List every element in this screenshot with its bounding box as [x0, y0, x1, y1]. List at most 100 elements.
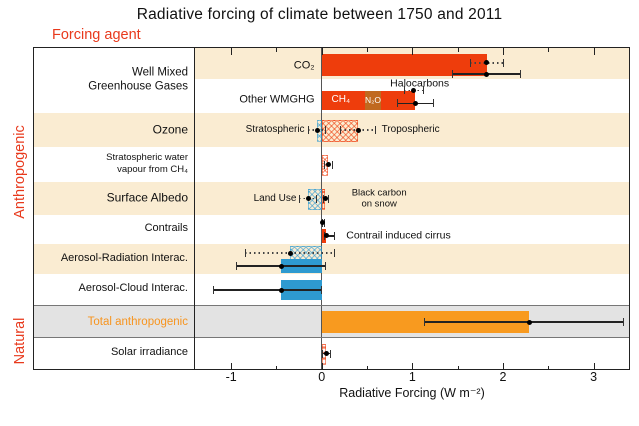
errorbar-aerosol-cloud-line	[213, 289, 322, 291]
forcing-agent-label: Forcing agent	[52, 27, 141, 43]
errorbar-other-wmghg-rf-left-cap	[404, 86, 406, 95]
tick-bottom-0.0	[321, 362, 323, 369]
band-label-col-2	[34, 147, 194, 182]
errorbar-ozone-stratospheric	[308, 126, 327, 135]
band-plot-surface-albedo	[194, 182, 629, 215]
errorbar-co2-erf-left-cap	[452, 70, 454, 79]
label-other-wmghg: Other WMGHG	[239, 93, 315, 106]
errorbar-aerosol-radiation-rf-right-cap	[334, 249, 336, 257]
band-label-col-0	[34, 48, 194, 113]
row-label-aerosol-cloud: Aerosol-Cloud Interac.	[78, 282, 188, 295]
tick-top-1.5	[457, 48, 459, 52]
tick-bottom-2.0	[503, 362, 505, 369]
errorbar-aerosol-radiation-erf-dot	[278, 263, 284, 269]
row-label-aerosol-radiation: Aerosol-Radiation Interac.	[60, 252, 188, 265]
errorbar-solar-right-cap	[329, 349, 331, 358]
tick-bottom--1.0	[231, 362, 233, 369]
band-plot-aerosol-radiation	[194, 244, 629, 274]
total-band-border-1	[34, 337, 629, 338]
errorbar-total-anthropogenic-right-cap	[622, 318, 624, 326]
chart-title: Radiative forcing of climate between 175…	[136, 6, 503, 23]
errorbar-ozone-tropospheric-dot	[355, 127, 361, 133]
band-label-col-3	[34, 182, 194, 215]
errorbar-ozone-tropospheric	[339, 126, 377, 135]
tick-top--0.5	[276, 48, 278, 52]
label-contrail-cirrus: Contrail induced cirrus	[346, 229, 451, 242]
row-label-solar-irradiance: Solar irradiance	[110, 346, 188, 359]
errorbar-black-carbon-right-cap	[328, 194, 330, 203]
errorbar-aerosol-radiation-rf-dot	[287, 250, 293, 256]
errorbar-other-wmghg-rf-dot	[410, 87, 416, 93]
band-label-col-8	[34, 338, 194, 369]
row-label-total-anthropogenic: Total anthropogenic	[87, 315, 188, 328]
tick-bottom--0.5	[276, 365, 278, 369]
errorbar-strat-water-vapour-right-cap	[331, 160, 333, 169]
errorbar-co2-rf-right-cap	[502, 58, 504, 67]
row-label-strat-water-vapour: Stratospheric water vapour from CH₄	[106, 152, 188, 175]
x-tick-label-2: 2	[499, 370, 507, 384]
row-label-surface-albedo: Surface Albedo	[106, 190, 188, 205]
row-label-ozone: Ozone	[152, 122, 188, 137]
errorbar-aerosol-cloud-right-cap	[320, 286, 322, 294]
errorbar-co2-rf-dot	[484, 60, 490, 66]
tick-top-0.5	[367, 48, 369, 52]
bar-n2o-segment	[365, 90, 381, 111]
errorbar-other-wmghg-rf	[404, 86, 425, 95]
errorbar-other-wmghg-erf-left-cap	[397, 99, 398, 108]
errorbar-co2-rf-left-cap	[469, 58, 471, 67]
errorbar-aerosol-cloud-left-cap	[213, 286, 215, 294]
band-plot-stratospheric-water-vapour	[194, 147, 629, 182]
errorbar-strat-water-vapour-dot	[325, 162, 331, 167]
band-plot-solar-irradiance	[194, 338, 629, 369]
tick-bottom-1.0	[412, 362, 414, 369]
row-label-contrails: Contrails	[144, 222, 188, 235]
errorbar-land-use-right-cap	[316, 194, 318, 203]
x-axis-title: Radiative Forcing (W m⁻²)	[339, 386, 485, 400]
band-label-col-5	[34, 244, 194, 274]
errorbar-land-use	[299, 194, 318, 203]
errorbar-aerosol-radiation-erf-right-cap	[325, 262, 327, 271]
label-black-carbon: Black carbon on snow	[351, 187, 407, 210]
label-ch4: CH₄	[331, 94, 351, 106]
plot-area: CO₂ Halocarbons CH₄ N₂O Other WMGHG Stratosph…	[33, 47, 630, 370]
errorbar-land-use-left-cap	[299, 194, 301, 203]
group-label-anthropogenic: Anthropogenic	[12, 125, 28, 219]
errorbar-contrails-dot	[320, 220, 326, 226]
errorbar-ozone-tropospheric-left-cap	[339, 126, 341, 134]
x-tick-label-3: 3	[590, 370, 598, 384]
errorbar-co2-rf	[469, 58, 504, 67]
band-label-col-6	[34, 274, 194, 306]
errorbar-total-anthropogenic-left-cap	[424, 318, 426, 326]
errorbar-ozone-tropospheric-right-cap	[375, 126, 377, 134]
band-plot-contrails	[194, 215, 629, 244]
x-tick-label-0: 0	[318, 370, 326, 384]
label-stratospheric: Stratospheric	[245, 124, 305, 135]
errorbar-total-anthropogenic-line	[424, 321, 624, 323]
errorbar-other-wmghg-erf	[397, 99, 435, 108]
tick-top--1.0	[231, 48, 233, 55]
errorbar-co2-erf-dot	[484, 71, 490, 77]
row-label-wmghg: Well Mixed Greenhouse Gases	[88, 66, 188, 93]
errorbar-strat-water-vapour	[323, 160, 333, 169]
tick-top-1.0	[412, 48, 414, 55]
errorbar-strat-water-vapour-left-cap	[323, 160, 325, 169]
errorbar-solar	[321, 349, 331, 358]
errorbar-other-wmghg-erf-right-cap	[433, 99, 435, 108]
errorbar-contrail-cirrus-dot	[323, 233, 329, 239]
errorbar-black-carbon	[322, 194, 330, 203]
errorbar-other-wmghg-rf-right-cap	[423, 86, 425, 95]
errorbar-contrail-cirrus-right-cap	[334, 231, 336, 240]
label-land-use: Land Use	[253, 192, 297, 204]
errorbar-ozone-stratospheric-dot	[314, 127, 320, 133]
x-tick-label-1: 1	[408, 370, 416, 384]
errorbar-black-carbon-dot	[322, 196, 328, 201]
errorbar-aerosol-radiation-rf-left-cap	[244, 249, 246, 257]
tick-top-3.0	[593, 48, 595, 55]
band-label-col-4	[34, 215, 194, 244]
errorbar-land-use-dot	[305, 196, 311, 201]
errorbar-co2-erf-right-cap	[520, 70, 522, 79]
label-tropospheric: Tropospheric	[381, 124, 440, 135]
errorbar-contrail-cirrus-line	[323, 235, 336, 237]
errorbar-contrails	[320, 218, 326, 227]
